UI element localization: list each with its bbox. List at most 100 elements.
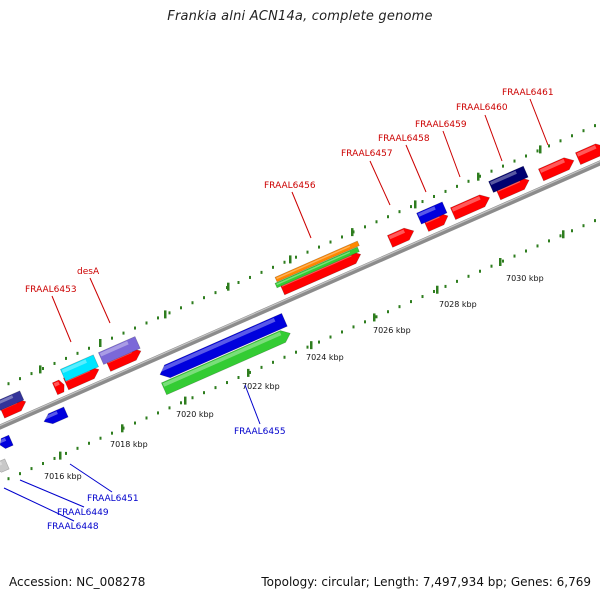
inner-tick-dot	[76, 446, 79, 450]
inner-tick-dot	[571, 229, 573, 233]
outer-tick-dot	[364, 225, 366, 229]
inner-tick-dot	[111, 431, 113, 435]
inner-tick-dot	[65, 451, 67, 455]
inner-tick-dot	[318, 340, 320, 344]
major-tick	[436, 285, 439, 294]
major-tick	[164, 310, 167, 319]
outer-tick-dot	[168, 311, 171, 315]
inner-tick-dot	[479, 269, 481, 273]
label-fraal6461-leader	[529, 98, 549, 146]
major-tick	[310, 341, 313, 350]
inner-tick-dot	[341, 330, 343, 334]
outer-tick-dot	[180, 306, 182, 310]
backbone-line	[0, 160, 600, 430]
topology-summary: Topology: circular; Length: 7,497,934 bp…	[261, 575, 591, 589]
inner-tick-dot	[410, 300, 412, 304]
inner-tick-dot	[467, 274, 470, 278]
gene-left-arrow	[0, 390, 25, 411]
major-tick	[373, 313, 376, 322]
inner-tick-dot	[559, 234, 562, 238]
outer-tick-dot	[329, 240, 332, 244]
inner-tick-dot	[7, 477, 10, 481]
inner-tick-dot	[387, 310, 389, 314]
inner-tick-dot	[329, 335, 332, 339]
outer-tick-dot	[559, 139, 562, 143]
label-fraal6460: FRAAL6460	[456, 103, 508, 113]
inner-tick-dot	[490, 264, 493, 268]
scale-label: 7030 kbp	[506, 274, 544, 283]
label-fraal6458: FRAAL6458	[378, 134, 430, 144]
label-fraal6451: FRAAL6451	[87, 494, 139, 504]
outer-tick-dot	[479, 174, 481, 178]
inner-tick-dot	[180, 401, 182, 405]
outer-tick-dot	[283, 260, 286, 264]
label-desA-leader	[89, 277, 111, 324]
outer-tick-dot	[318, 245, 320, 249]
outer-tick-dot	[203, 296, 205, 300]
gene-fraal6453-arrow	[97, 336, 141, 365]
inner-tick-dot	[525, 249, 527, 253]
inner-tick-dot	[226, 381, 228, 385]
backbone-highlight	[0, 160, 600, 427]
outer-tick-dot	[145, 321, 148, 325]
inner-tick-dot	[536, 244, 539, 248]
gene-fraal6456-green	[274, 246, 360, 289]
outer-tick-dot	[571, 134, 573, 138]
label-fraal6458-leader	[405, 144, 427, 193]
map-title: Frankia alni ACN14a, complete genome	[167, 9, 433, 24]
major-tick	[289, 255, 292, 264]
outer-tick-dot	[19, 377, 21, 381]
outer-tick-dot	[387, 215, 389, 219]
cds-arrow	[51, 379, 65, 396]
outer-tick-dot	[42, 367, 44, 371]
major-tick	[414, 200, 417, 209]
inner-tick-dot	[237, 376, 240, 379]
major-tick	[477, 172, 480, 181]
major-tick	[227, 282, 230, 291]
inner-tick-dot	[134, 421, 136, 425]
major-tick	[247, 368, 250, 377]
label-fraal6459-leader	[442, 130, 461, 178]
outer-tick-dot	[111, 336, 113, 340]
major-tick	[59, 451, 62, 460]
scale-label: 7016 kbp	[44, 472, 82, 481]
label-fraal6453-leader	[51, 295, 72, 343]
major-tick	[99, 339, 102, 347]
cds-arrow	[574, 143, 600, 166]
label-fraal6460-leader	[484, 114, 503, 162]
outer-tick-dot	[375, 220, 378, 224]
inner-tick-dot	[398, 305, 401, 309]
reverse-cds-arrow	[43, 406, 69, 425]
major-tick	[499, 258, 502, 266]
label-fraal6456: FRAAL6456	[264, 181, 316, 191]
outer-tick-dot	[260, 270, 263, 274]
outer-tick-dot	[214, 291, 217, 295]
inner-tick-dot	[513, 254, 516, 258]
outer-tick-dot	[88, 346, 90, 350]
gene-fraal6455-blue	[158, 313, 288, 379]
major-tick	[184, 396, 187, 405]
accession-text: Accession: NC_008278	[9, 575, 146, 589]
inner-tick-dot	[433, 289, 435, 293]
scale-label: 7024 kbp	[306, 353, 344, 362]
label-fraal6449: FRAAL6449	[57, 508, 109, 518]
outer-tick-dot	[122, 331, 125, 335]
scale-label: 7022 kbp	[242, 382, 280, 391]
outer-tick-dot	[548, 144, 550, 148]
outer-tick-dot	[341, 235, 343, 239]
inner-tick-dot	[283, 355, 286, 359]
inner-tick-dot	[30, 467, 33, 471]
outer-tick-dot	[398, 210, 401, 214]
outer-tick-dot	[536, 149, 539, 153]
inner-tick-dot	[352, 325, 355, 329]
label-fraal6451-leader	[69, 463, 113, 493]
inner-tick-dot	[99, 436, 102, 440]
major-tick	[39, 365, 42, 374]
inner-tick-dot	[42, 462, 44, 466]
outer-tick-dot	[65, 356, 67, 360]
inner-tick-dot	[502, 259, 504, 263]
outer-tick-dot	[157, 316, 159, 320]
inner-tick-dot	[456, 279, 458, 283]
outer-tick-dot	[53, 361, 56, 365]
